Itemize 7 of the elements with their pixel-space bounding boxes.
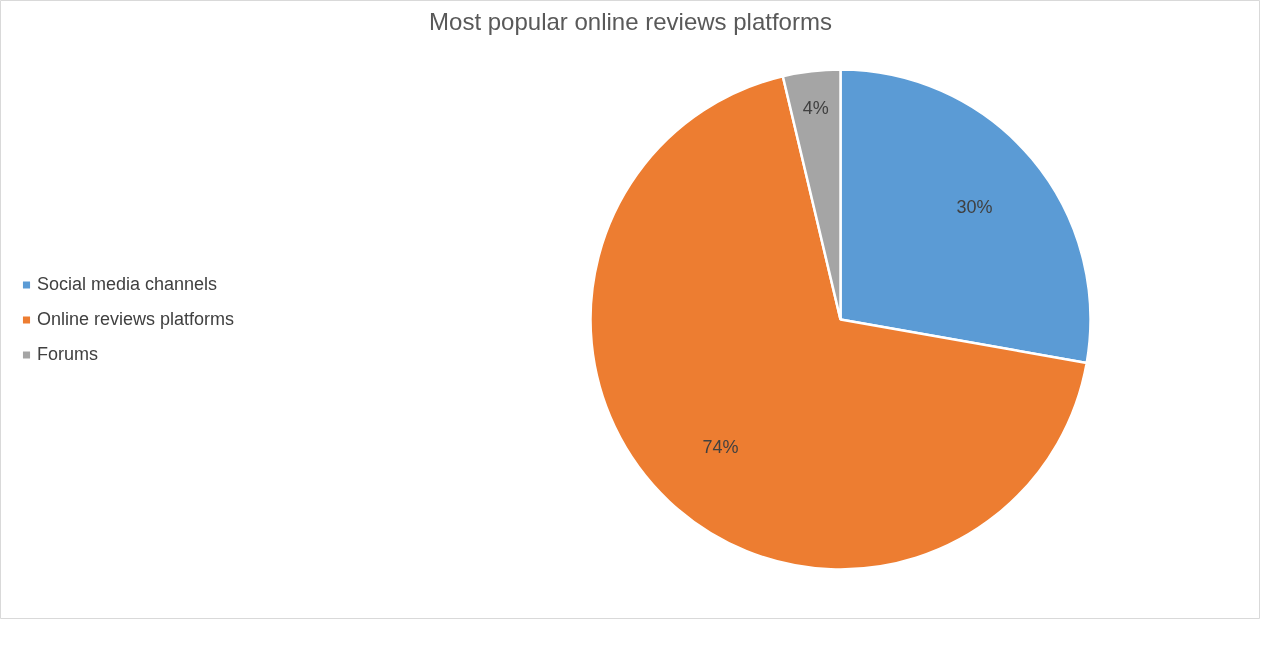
data-label: 74% [702, 436, 739, 457]
legend-label: Forums [37, 343, 99, 365]
data-label: 4% [802, 98, 829, 119]
legend-label: Online reviews platforms [37, 308, 235, 330]
data-label: 30% [956, 197, 993, 218]
chart-title: Most popular online reviews platforms [429, 7, 832, 35]
legend-label: Social media channels [37, 273, 218, 295]
